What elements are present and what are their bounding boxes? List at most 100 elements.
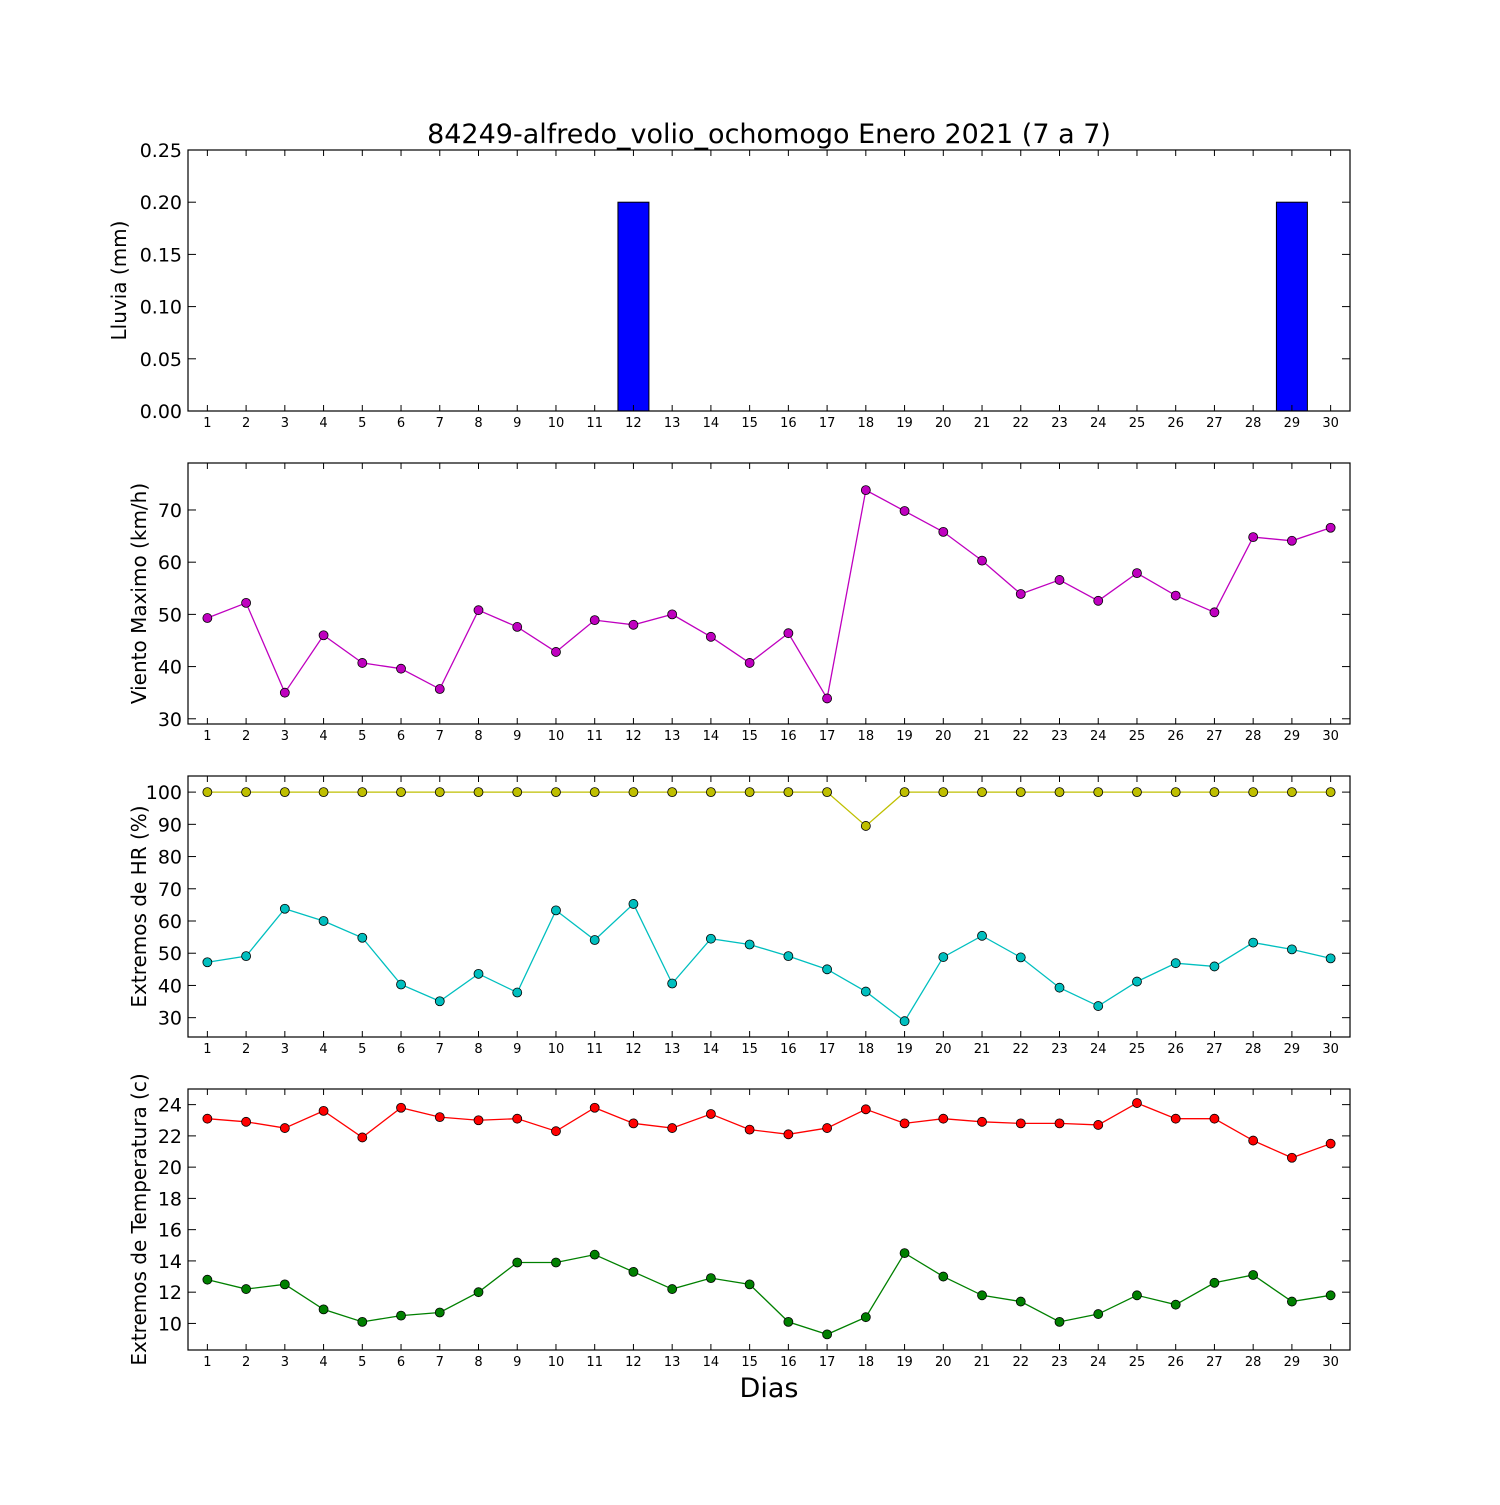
- humidity-y-axis-label: Extremos de HR (%): [127, 805, 151, 1007]
- x-tick-label: 21: [974, 729, 991, 744]
- x-tick-label: 26: [1167, 1042, 1184, 1057]
- temperature-data-point: [744, 1279, 755, 1290]
- wind-data-point: [938, 527, 949, 537]
- x-tick-label: 5: [358, 1042, 366, 1057]
- y-tick-label: 20: [158, 1157, 182, 1179]
- x-tick-label: 5: [358, 416, 366, 431]
- humidity-data-point: [551, 905, 561, 916]
- x-tick-label: 15: [741, 1355, 758, 1370]
- temperature-data-point: [241, 1116, 252, 1127]
- temperature-data-point: [977, 1290, 987, 1301]
- x-tick-label: 5: [358, 729, 366, 744]
- x-tick-label: 25: [1129, 1355, 1146, 1370]
- y-tick-label: 70: [158, 879, 182, 901]
- wind-data-point: [1325, 522, 1336, 533]
- wind-data-point: [589, 615, 600, 626]
- humidity-data-point: [1054, 982, 1065, 993]
- temperature-data-point: [512, 1257, 523, 1268]
- humidity-data-point: [1054, 787, 1065, 798]
- temperature-data-point: [512, 1113, 523, 1124]
- wind-data-point: [899, 506, 910, 516]
- humidity-data-point: [667, 787, 678, 798]
- y-tick-label: 50: [158, 943, 182, 965]
- wind-data-point: [1093, 595, 1104, 606]
- temperature-data-point: [1054, 1118, 1065, 1129]
- wind-data-point: [512, 622, 523, 632]
- y-tick-label: 30: [158, 709, 182, 731]
- humidity-data-point: [899, 787, 910, 798]
- y-tick-label: 40: [158, 975, 182, 997]
- temperature-data-point: [1209, 1113, 1220, 1124]
- temperature-data-point: [667, 1284, 678, 1294]
- x-tick-label: 10: [548, 416, 565, 431]
- wind-data-point: [706, 631, 716, 642]
- temperature-y-axis-label: Extremos de Temperatura (c): [127, 1073, 151, 1365]
- x-tick-label: 21: [974, 1042, 991, 1057]
- y-tick-label: 22: [158, 1126, 182, 1148]
- humidity-data-point: [473, 968, 484, 979]
- x-tick-label: 19: [896, 1355, 913, 1370]
- y-tick-label: 90: [158, 814, 182, 836]
- humidity-data-point: [551, 787, 561, 798]
- temperature-data-point: [1054, 1316, 1065, 1327]
- temperature-data-point: [551, 1126, 561, 1137]
- x-tick-label: 13: [664, 1042, 681, 1057]
- x-tick-label: 7: [436, 416, 444, 431]
- rain-bar: [1275, 201, 1308, 412]
- x-tick-label: 24: [1090, 729, 1107, 744]
- wind-data-point: [1054, 575, 1065, 585]
- x-tick-label: 16: [780, 1042, 797, 1057]
- humidity-data-point: [241, 951, 252, 962]
- wind-data-point: [318, 630, 329, 641]
- temperature-data-point: [822, 1329, 832, 1340]
- temperature-data-point: [899, 1118, 910, 1129]
- humidity-series-line-1: [207, 791, 1331, 827]
- x-tick-label: 24: [1090, 416, 1107, 431]
- panel-humidity: 1 2 3 4 5 6 7 8 9 10 11 12 13 14 15 16 17 18 19 20 21 22 23 24 2…: [127, 775, 1351, 1057]
- x-tick-label: 23: [1051, 729, 1068, 744]
- panel-temperature: 1 2 3 4 5 6 7 8 9 10 11 12 13 14 15 16 17 18 19 20 21 22 23 24 2…: [127, 1073, 1351, 1370]
- wind-data-point: [357, 658, 368, 668]
- y-tick-label: 80: [158, 847, 182, 869]
- wind-data-point: [628, 619, 639, 630]
- x-tick-label: 6: [397, 416, 405, 431]
- humidity-data-point: [1093, 787, 1104, 798]
- x-tick-label: 29: [1284, 1355, 1301, 1370]
- humidity-data-point: [1170, 958, 1181, 969]
- x-tick-label: 14: [703, 1042, 720, 1057]
- x-tick-label: 13: [664, 729, 681, 744]
- wind-data-point: [551, 647, 561, 657]
- x-tick-label: 4: [319, 1355, 327, 1370]
- x-tick-label: 29: [1284, 416, 1301, 431]
- x-tick-label: 26: [1167, 1355, 1184, 1370]
- humidity-data-point: [589, 787, 600, 798]
- temperature-data-point: [1325, 1138, 1336, 1149]
- humidity-data-point: [1132, 787, 1142, 798]
- x-tick-label: 15: [741, 1042, 758, 1057]
- x-tick-label: 17: [819, 416, 836, 431]
- temperature-data-point: [434, 1307, 445, 1318]
- x-tick-label: 9: [513, 729, 521, 744]
- temperature-data-point: [589, 1249, 600, 1260]
- humidity-data-point: [512, 987, 523, 998]
- y-tick-label: 60: [158, 552, 182, 574]
- temperature-data-point: [1015, 1118, 1026, 1129]
- humidity-data-point: [977, 787, 987, 798]
- wind-data-point: [279, 687, 290, 698]
- humidity-data-point: [938, 787, 949, 798]
- wind-data-point: [977, 555, 987, 566]
- x-tick-label: 9: [513, 1042, 521, 1057]
- temperature-data-point: [396, 1102, 406, 1113]
- wind-data-point: [1132, 568, 1142, 579]
- humidity-data-point: [589, 935, 600, 945]
- y-tick-label: 0.20: [140, 192, 182, 214]
- x-tick-label: 30: [1322, 416, 1339, 431]
- humidity-data-point: [396, 979, 406, 990]
- humidity-data-point: [357, 787, 368, 798]
- temperature-data-point: [1287, 1152, 1297, 1163]
- temperature-data-point: [241, 1284, 252, 1294]
- humidity-data-point: [396, 787, 406, 798]
- x-tick-label: 11: [586, 729, 603, 744]
- x-tick-label: 18: [858, 416, 875, 431]
- x-tick-label: 21: [974, 416, 991, 431]
